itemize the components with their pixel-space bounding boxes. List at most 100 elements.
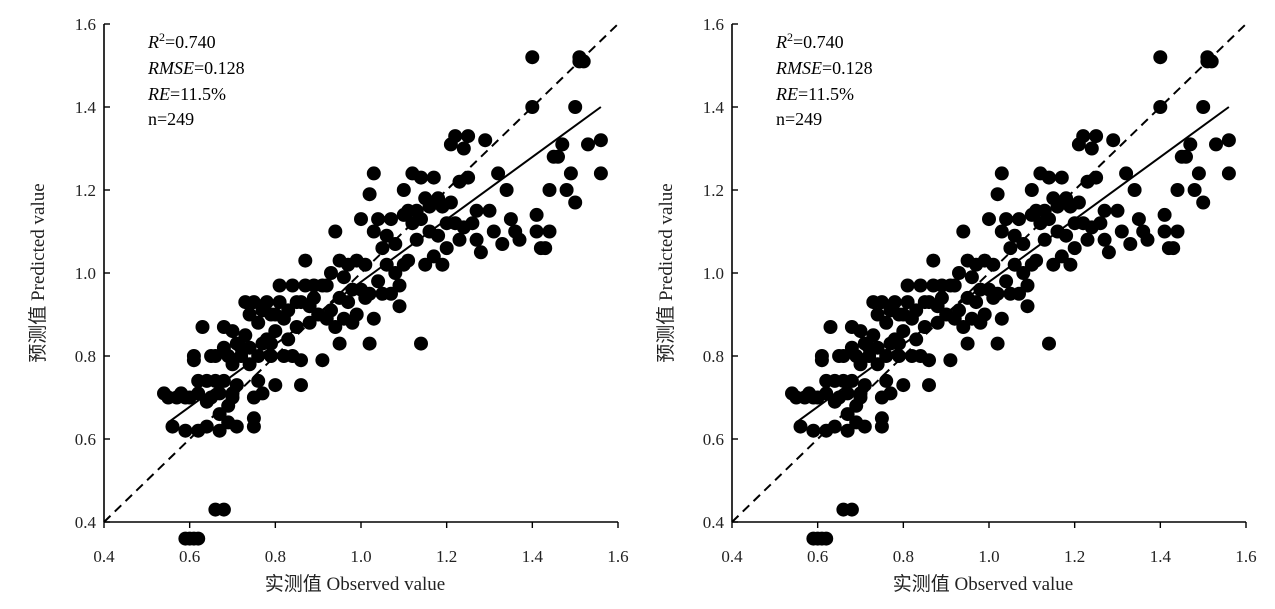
data-point <box>1089 170 1104 185</box>
data-point <box>879 315 894 330</box>
data-point <box>844 502 859 517</box>
data-point <box>896 378 911 393</box>
stat-r2-label: R <box>147 32 159 52</box>
data-point <box>900 295 915 310</box>
data-point <box>1131 212 1146 227</box>
data-point <box>542 183 557 197</box>
data-point <box>362 336 377 351</box>
stat-rmse-label: RMSE <box>775 58 822 78</box>
data-point <box>960 336 975 351</box>
data-point <box>576 54 591 69</box>
x-tick-label: 0.6 <box>179 547 200 566</box>
data-point <box>994 311 1009 326</box>
data-point <box>486 224 501 239</box>
data-point <box>581 137 595 152</box>
data-point <box>814 349 829 363</box>
y-axis-label: 预测值 Predicted value <box>27 183 49 362</box>
data-point <box>294 353 308 368</box>
data-point <box>212 407 227 422</box>
data-point <box>1127 183 1142 197</box>
data-point <box>328 224 343 239</box>
data-point <box>857 378 872 393</box>
data-point <box>229 378 244 393</box>
data-point <box>336 270 351 285</box>
data-point <box>952 303 966 318</box>
data-point <box>999 212 1014 227</box>
data-point <box>1007 228 1022 243</box>
stat-rmse: RMSE=0.128 <box>775 58 873 78</box>
data-point <box>593 166 608 181</box>
data-point <box>264 349 278 363</box>
x-tick-label: 0.8 <box>265 547 286 566</box>
x-tick-label: 1.6 <box>607 547 628 566</box>
data-point <box>332 336 347 351</box>
data-point <box>542 224 557 239</box>
data-point <box>956 320 971 334</box>
stat-n: n=249 <box>776 109 822 129</box>
data-point <box>990 187 1005 202</box>
data-point <box>568 195 583 210</box>
data-point <box>268 378 283 393</box>
data-point <box>892 349 906 363</box>
data-point <box>366 311 381 326</box>
stat-re: RE=11.5% <box>775 84 854 104</box>
stat-r2: R2=0.740 <box>775 30 844 52</box>
data-point <box>268 324 283 339</box>
data-point <box>354 212 368 227</box>
data-point <box>1093 216 1108 231</box>
data-point <box>216 502 231 517</box>
data-point <box>439 241 454 256</box>
data-point <box>251 315 266 330</box>
data-point <box>259 295 274 310</box>
data-point <box>525 100 540 114</box>
y-tick-label: 1.6 <box>75 15 96 34</box>
data-point <box>465 216 480 231</box>
data-point <box>503 212 518 227</box>
data-point <box>1042 170 1056 185</box>
data-point <box>563 166 578 181</box>
data-point <box>969 295 984 310</box>
data-point <box>392 278 407 293</box>
x-tick-label: 1.6 <box>1235 547 1256 566</box>
data-point <box>1042 212 1056 227</box>
y-tick-label: 0.8 <box>75 347 96 366</box>
data-point <box>229 419 244 434</box>
data-point <box>874 295 889 310</box>
data-point <box>977 307 992 322</box>
stat-r2: R2=0.740 <box>147 30 216 52</box>
data-point <box>1170 183 1185 197</box>
data-point <box>199 419 214 434</box>
data-point <box>1029 253 1044 268</box>
data-point <box>384 212 398 227</box>
x-axis-label: 实测值 Observed value <box>265 573 445 595</box>
data-point <box>994 224 1009 239</box>
data-point <box>191 531 206 546</box>
data-point <box>1170 224 1185 239</box>
y-tick-label: 1.4 <box>75 98 97 117</box>
data-point <box>272 295 287 310</box>
data-point <box>952 266 966 280</box>
data-point <box>1016 237 1031 251</box>
data-point <box>1157 224 1172 239</box>
data-point <box>1196 195 1211 210</box>
data-point <box>242 307 257 322</box>
data-point <box>414 212 428 227</box>
y-tick-label: 0.8 <box>703 347 724 366</box>
data-point <box>251 373 266 388</box>
scatter-panel-left: 0.4 0.6 0.8 1.0 1.2 1.4 1.6 0.4 0.6 0.8 1.0 1.2 1.4 1… <box>27 15 629 595</box>
data-point <box>870 307 885 322</box>
data-point <box>362 286 377 301</box>
data-point <box>306 290 321 305</box>
data-point <box>1187 183 1202 197</box>
x-tick-label: 1.0 <box>350 547 371 566</box>
x-axis-label: 实测值 Observed value <box>893 573 1073 595</box>
data-point <box>947 278 962 293</box>
data-point <box>375 241 390 256</box>
x-tick-label: 0.8 <box>893 547 914 566</box>
data-point <box>469 203 484 218</box>
data-point <box>559 183 574 197</box>
data-point <box>922 378 936 393</box>
data-point <box>1209 137 1223 152</box>
data-point <box>366 224 381 239</box>
